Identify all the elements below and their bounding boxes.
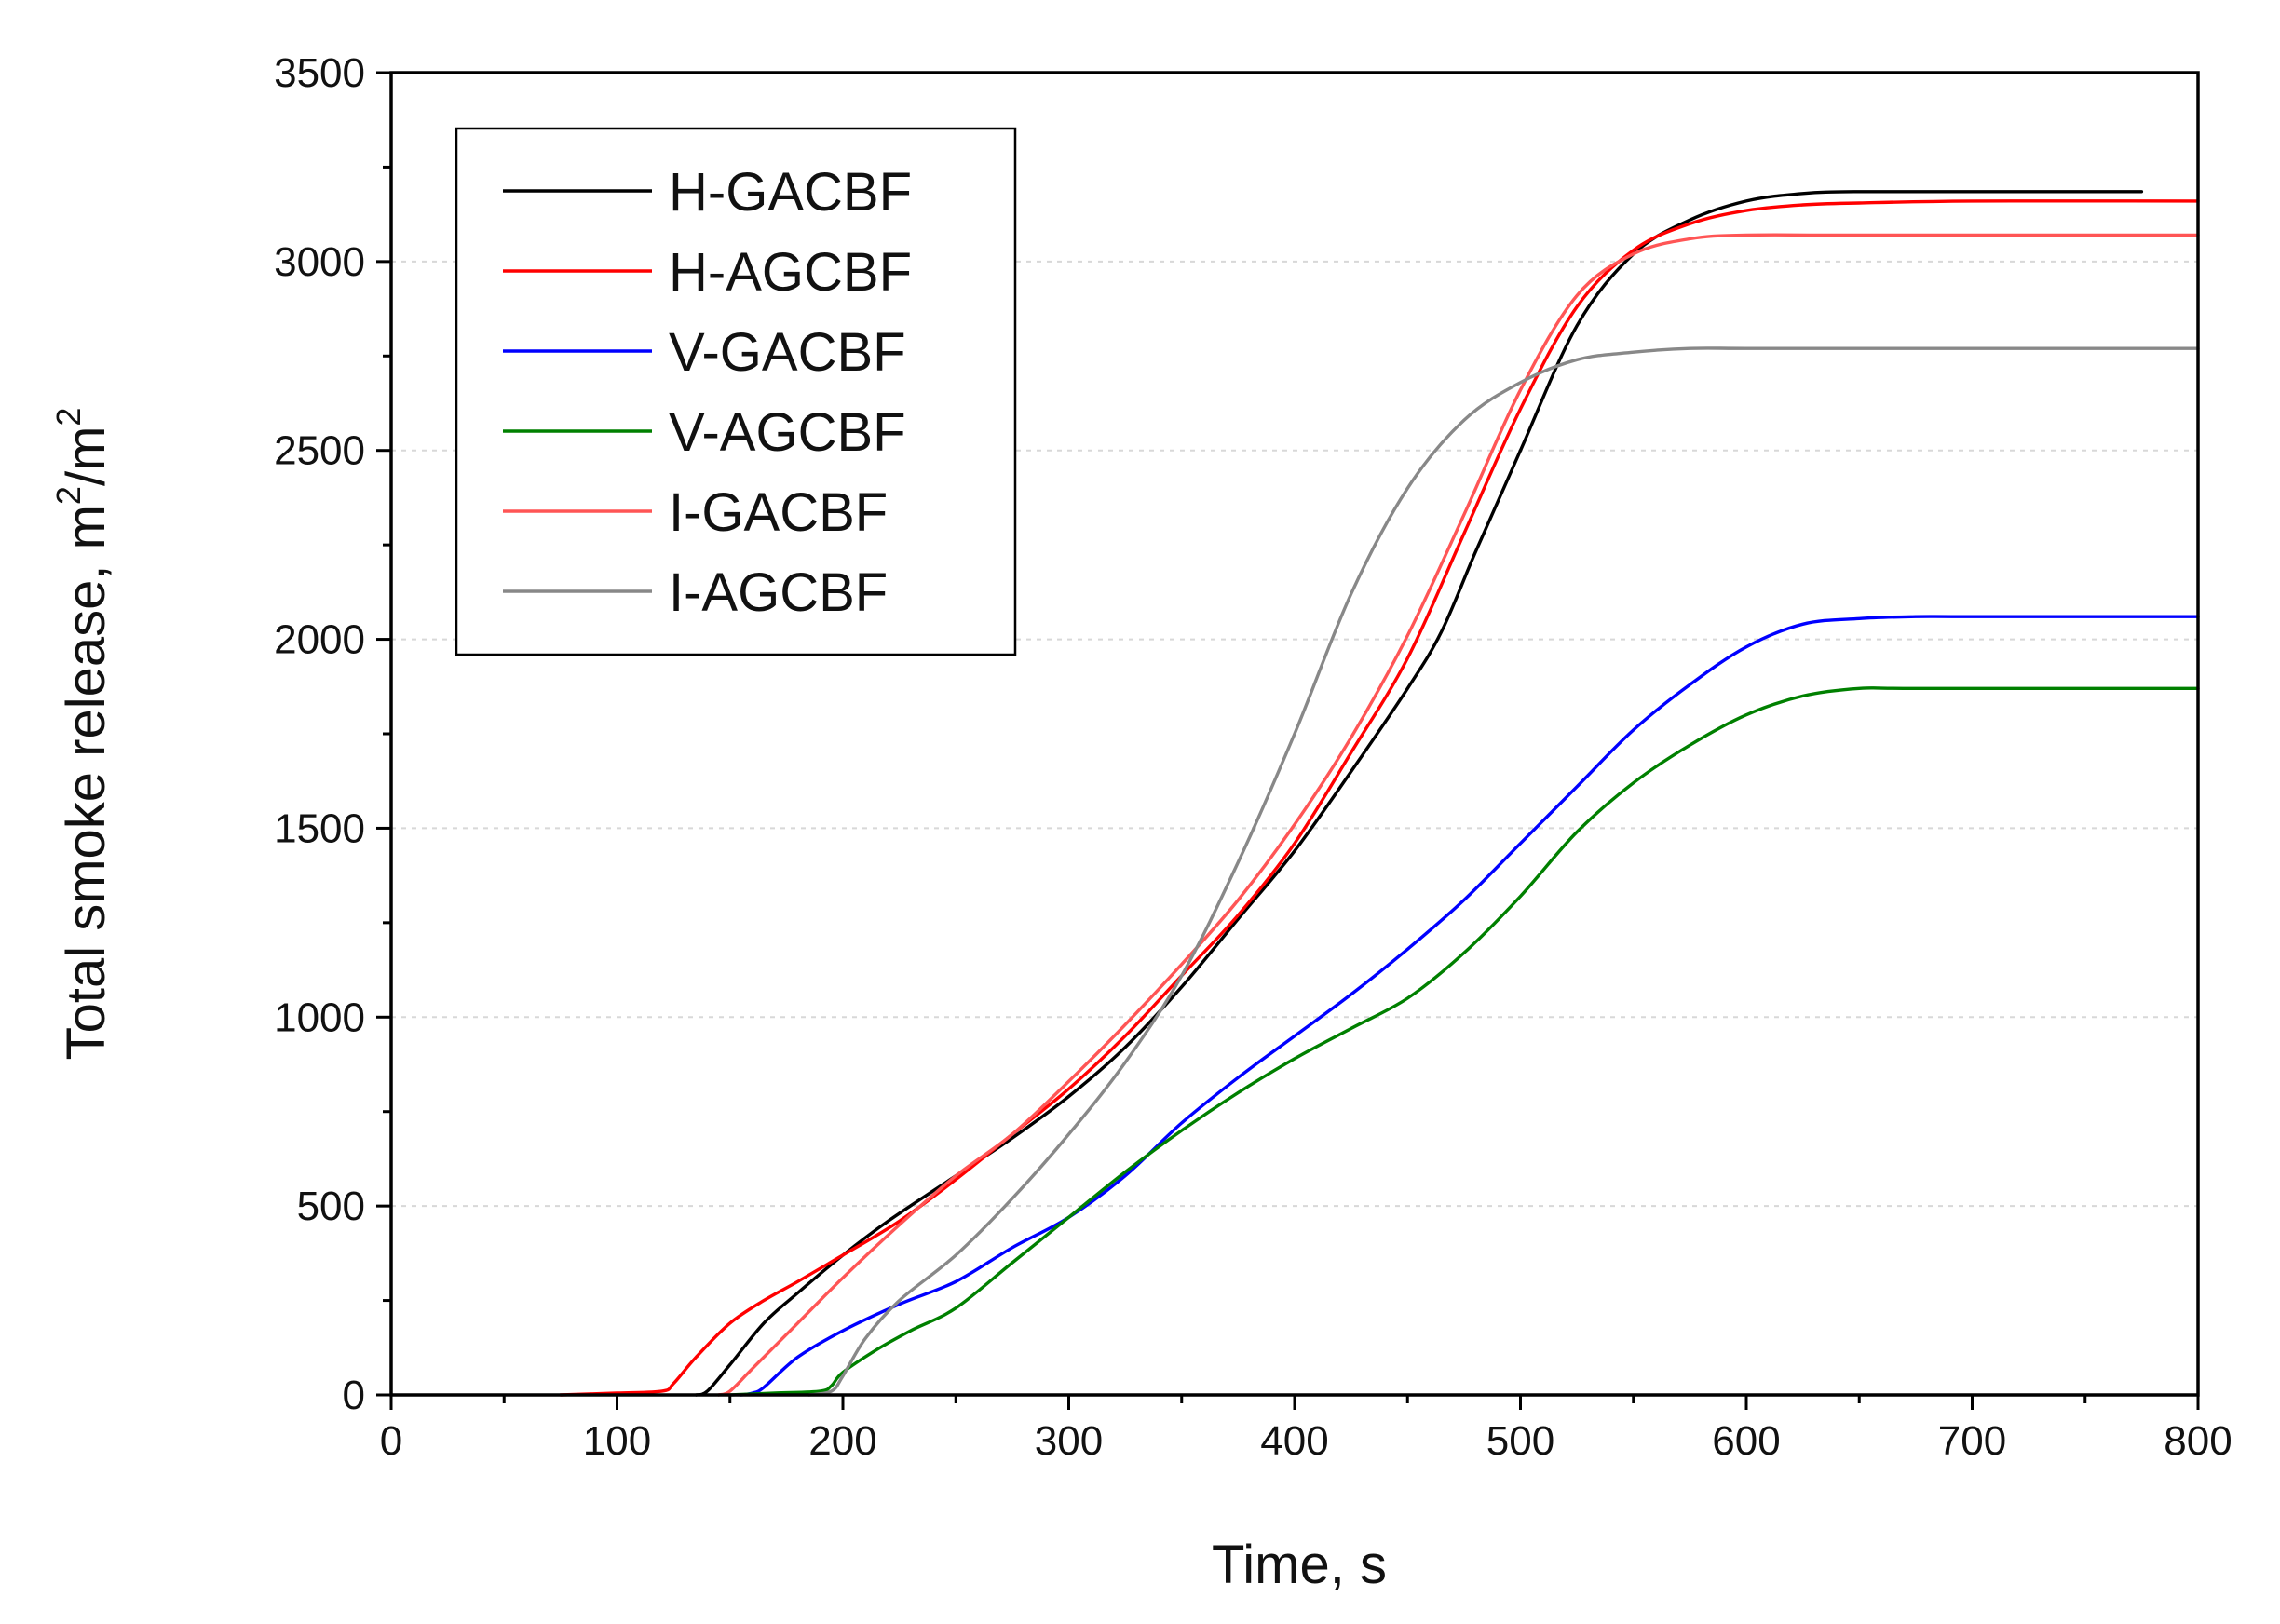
- legend-label-h-gacbf: H-GACBF: [669, 162, 912, 223]
- x-tick-label-500: 500: [1486, 1418, 1554, 1464]
- y-axis-title-tail: /m: [56, 426, 116, 486]
- series-line-i-agcbf: [807, 346, 2200, 1397]
- x-tick-label-100: 100: [583, 1418, 651, 1464]
- legend-label-v-agcbf: V-AGCBF: [669, 402, 906, 463]
- y-tick-label-500: 500: [297, 1184, 365, 1229]
- legend-label-v-gacbf: V-GACBF: [669, 322, 906, 383]
- legend-box: [455, 127, 1017, 656]
- y-tick-label-3000: 3000: [274, 239, 365, 285]
- series-line-h-agcbf: [559, 199, 2200, 1397]
- ticks-layer: 0 500 1000 1500 2000 2500 3000 3500 0 100 200 300 40…: [274, 50, 2232, 1464]
- y-axis-title-sup-1: 2: [49, 486, 88, 505]
- x-tick-label-700: 700: [1938, 1418, 2006, 1464]
- x-tick-label-0: 0: [380, 1418, 402, 1464]
- x-tick-label-400: 400: [1260, 1418, 1328, 1464]
- legend-label-h-agcbf: H-AGCBF: [669, 242, 912, 303]
- y-tick-label-1500: 1500: [274, 805, 365, 851]
- series-line-v-agcbf: [728, 686, 2200, 1397]
- x-axis-title: Time, s: [1212, 1535, 1387, 1595]
- x-tick-label-300: 300: [1035, 1418, 1103, 1464]
- y-tick-label-0: 0: [343, 1373, 365, 1418]
- y-axis-title-sup-2: 2: [49, 408, 88, 426]
- series-line-v-gacbf: [740, 615, 2200, 1397]
- x-tick-label-800: 800: [2164, 1418, 2232, 1464]
- legend: H-GACBF H-AGCBF V-GACBF V-AGCBF I-GACBF I-AGC…: [455, 127, 1017, 656]
- y-axis-title-main: Total smoke release, m: [56, 505, 116, 1060]
- x-tick-label-200: 200: [808, 1418, 876, 1464]
- y-tick-label-3500: 3500: [274, 50, 365, 96]
- y-tick-label-1000: 1000: [274, 995, 365, 1040]
- series-layer: [559, 189, 2200, 1397]
- y-tick-label-2000: 2000: [274, 617, 365, 663]
- legend-label-i-agcbf: I-AGCBF: [669, 562, 888, 623]
- y-tick-label-2500: 2500: [274, 428, 365, 474]
- y-axis-title: Total smoke release, m2/m2: [49, 408, 116, 1061]
- x-tick-label-600: 600: [1712, 1418, 1780, 1464]
- series-line-i-gacbf: [716, 233, 2200, 1397]
- legend-label-i-gacbf: I-GACBF: [669, 482, 888, 543]
